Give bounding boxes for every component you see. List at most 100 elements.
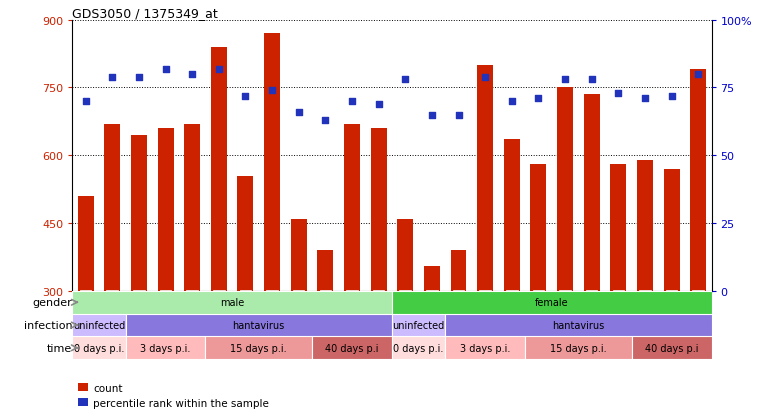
Bar bbox=[664, 169, 680, 291]
Point bbox=[266, 88, 279, 94]
Bar bbox=[397, 219, 413, 291]
Point bbox=[80, 99, 92, 105]
Text: uninfected: uninfected bbox=[393, 320, 444, 330]
Point bbox=[133, 74, 145, 81]
Point bbox=[666, 93, 678, 100]
Point bbox=[612, 90, 624, 97]
Text: GSM175459: GSM175459 bbox=[268, 291, 276, 344]
Bar bbox=[72, 291, 392, 314]
Point bbox=[373, 101, 385, 108]
Bar bbox=[451, 251, 466, 291]
Bar bbox=[184, 124, 200, 291]
Bar bbox=[424, 266, 440, 291]
Point bbox=[346, 99, 358, 105]
Text: 15 days p.i.: 15 days p.i. bbox=[231, 343, 287, 353]
Text: GSM175450: GSM175450 bbox=[667, 291, 676, 344]
Text: GSM175455: GSM175455 bbox=[161, 291, 170, 344]
Point bbox=[426, 112, 438, 119]
Bar bbox=[584, 95, 600, 291]
Text: GSM175440: GSM175440 bbox=[401, 291, 409, 344]
Text: GSM175445: GSM175445 bbox=[534, 291, 543, 344]
Text: GSM175441: GSM175441 bbox=[428, 291, 436, 344]
Bar bbox=[291, 219, 307, 291]
Text: 40 days p.i: 40 days p.i bbox=[645, 343, 699, 353]
Text: GSM175452: GSM175452 bbox=[81, 291, 90, 344]
Text: 15 days p.i.: 15 days p.i. bbox=[550, 343, 607, 353]
Bar bbox=[392, 291, 712, 314]
Point bbox=[559, 77, 571, 83]
Text: GSM175442: GSM175442 bbox=[454, 291, 463, 344]
Text: GSM175461: GSM175461 bbox=[321, 291, 330, 344]
Point bbox=[240, 93, 252, 100]
Point bbox=[639, 96, 651, 102]
Bar bbox=[632, 337, 712, 359]
Legend: count, percentile rank within the sample: count, percentile rank within the sample bbox=[78, 383, 269, 408]
Point bbox=[213, 66, 225, 73]
Bar bbox=[78, 197, 94, 291]
Text: GSM175454: GSM175454 bbox=[135, 291, 143, 344]
Text: GSM175462: GSM175462 bbox=[348, 291, 356, 344]
Point bbox=[586, 77, 598, 83]
Point bbox=[533, 96, 545, 102]
Point bbox=[453, 112, 465, 119]
Bar bbox=[158, 129, 174, 291]
Text: GSM175458: GSM175458 bbox=[241, 291, 250, 344]
Text: GSM175449: GSM175449 bbox=[641, 291, 649, 344]
Bar bbox=[131, 135, 147, 291]
Bar bbox=[392, 337, 445, 359]
Text: GDS3050 / 1375349_at: GDS3050 / 1375349_at bbox=[72, 7, 218, 19]
Text: 0 days p.i.: 0 days p.i. bbox=[74, 343, 124, 353]
Bar bbox=[477, 66, 493, 291]
Bar bbox=[637, 160, 653, 291]
Bar bbox=[237, 176, 253, 291]
Bar bbox=[445, 314, 712, 337]
Bar bbox=[126, 314, 392, 337]
Point bbox=[186, 71, 199, 78]
Text: GSM175451: GSM175451 bbox=[694, 291, 702, 344]
Bar bbox=[557, 88, 573, 291]
Bar bbox=[690, 70, 706, 291]
Bar bbox=[312, 337, 392, 359]
Bar bbox=[126, 337, 205, 359]
Bar bbox=[104, 124, 120, 291]
Point bbox=[479, 74, 492, 81]
Bar bbox=[72, 337, 126, 359]
Bar bbox=[610, 165, 626, 291]
Bar bbox=[530, 165, 546, 291]
Text: GSM175447: GSM175447 bbox=[587, 291, 596, 344]
Bar bbox=[317, 251, 333, 291]
Text: 3 days p.i.: 3 days p.i. bbox=[140, 343, 191, 353]
Text: hantavirus: hantavirus bbox=[233, 320, 285, 330]
Text: GSM175456: GSM175456 bbox=[188, 291, 196, 344]
Bar bbox=[371, 129, 387, 291]
Point bbox=[293, 109, 305, 116]
Text: GSM175446: GSM175446 bbox=[561, 291, 569, 344]
Text: GSM175460: GSM175460 bbox=[295, 291, 303, 344]
Bar bbox=[72, 314, 126, 337]
Text: gender: gender bbox=[33, 297, 72, 308]
Text: uninfected: uninfected bbox=[73, 320, 125, 330]
Text: 3 days p.i.: 3 days p.i. bbox=[460, 343, 511, 353]
Bar bbox=[264, 34, 280, 291]
Point bbox=[400, 77, 412, 83]
Text: time: time bbox=[47, 343, 72, 353]
Bar bbox=[504, 140, 520, 291]
Bar bbox=[525, 337, 632, 359]
Bar bbox=[211, 47, 227, 291]
Bar bbox=[344, 124, 360, 291]
Text: hantavirus: hantavirus bbox=[552, 320, 604, 330]
Bar bbox=[392, 314, 445, 337]
Point bbox=[160, 66, 172, 73]
Text: 40 days p.i: 40 days p.i bbox=[325, 343, 379, 353]
Point bbox=[506, 99, 518, 105]
Text: GSM175457: GSM175457 bbox=[215, 291, 223, 344]
Text: GSM175453: GSM175453 bbox=[108, 291, 116, 344]
Bar bbox=[205, 337, 312, 359]
Text: infection: infection bbox=[24, 320, 72, 330]
Text: GSM175463: GSM175463 bbox=[374, 291, 383, 344]
Text: GSM175448: GSM175448 bbox=[614, 291, 622, 344]
Text: GSM175443: GSM175443 bbox=[481, 291, 489, 344]
Point bbox=[107, 74, 119, 81]
Point bbox=[693, 71, 705, 78]
Text: 0 days p.i.: 0 days p.i. bbox=[393, 343, 444, 353]
